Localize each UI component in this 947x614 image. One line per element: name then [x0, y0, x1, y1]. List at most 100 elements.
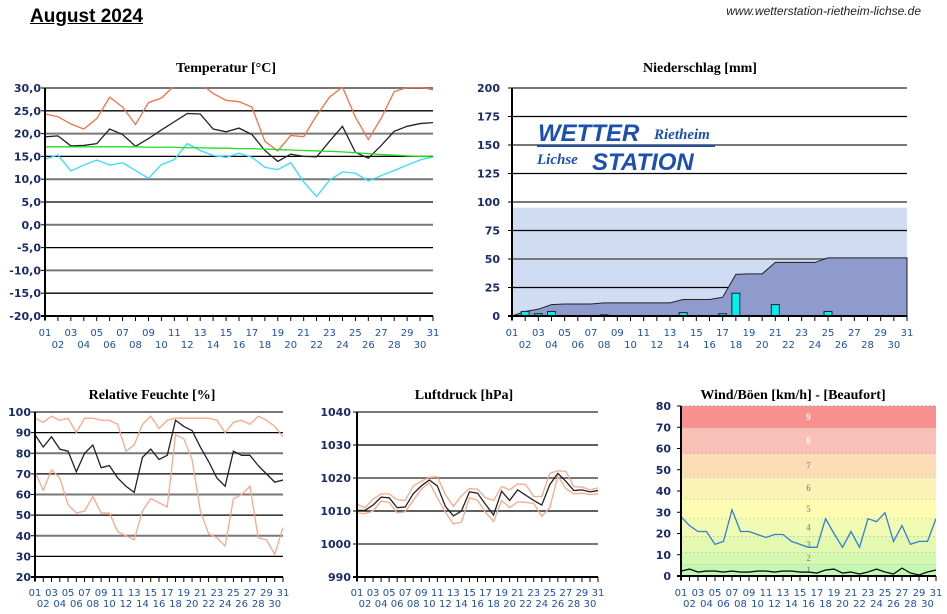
- x-tick-label: 24: [808, 340, 821, 351]
- beaufort-band-8: [681, 427, 936, 454]
- pressure-series-2: [357, 474, 598, 525]
- x-tick-label: 13: [447, 588, 460, 599]
- x-tick-label: 22: [782, 340, 795, 351]
- pressure-chart-title: Luftdruck [hPa]: [415, 388, 513, 403]
- x-tick-label: 16: [703, 340, 716, 351]
- x-tick-label: 29: [401, 328, 414, 339]
- y-tick-label: 20,0: [14, 128, 41, 141]
- y-tick-label: 100: [477, 196, 500, 209]
- x-tick-label: 23: [795, 328, 808, 339]
- wind-series-1: [681, 567, 936, 576]
- x-tick-label: 18: [729, 340, 742, 351]
- x-tick-label: 19: [177, 588, 190, 599]
- x-tick-label: 26: [235, 599, 248, 610]
- x-tick-label: 16: [153, 599, 166, 610]
- x-tick-label: 21: [845, 588, 858, 599]
- y-tick-label: 125: [477, 168, 500, 181]
- wind-series-0: [681, 507, 936, 550]
- x-tick-label: 25: [879, 588, 892, 599]
- x-tick-label: 27: [848, 328, 861, 339]
- x-tick-label: 22: [310, 340, 323, 351]
- x-tick-label: 05: [558, 328, 571, 339]
- x-tick-label: 25: [543, 588, 556, 599]
- x-tick-label: 28: [252, 599, 265, 610]
- x-tick-label: 04: [53, 599, 66, 610]
- x-tick-label: 06: [391, 599, 404, 610]
- y-tick-label: 20: [16, 571, 32, 584]
- x-tick-label: 13: [777, 588, 790, 599]
- x-tick-label: 17: [161, 588, 174, 599]
- x-tick-label: 30: [584, 599, 597, 610]
- y-tick-label: 60: [16, 489, 32, 502]
- x-tick-label: 16: [471, 599, 484, 610]
- x-tick-label: 11: [111, 588, 124, 599]
- x-tick-label: 27: [244, 588, 257, 599]
- y-tick-label: 1040: [320, 406, 351, 419]
- x-tick-label: 30: [414, 340, 427, 351]
- x-tick-label: 01: [675, 588, 688, 599]
- x-tick-label: 26: [835, 340, 848, 351]
- x-tick-label: 02: [359, 599, 372, 610]
- y-tick-label: 30,0: [14, 82, 41, 95]
- x-tick-label: 26: [362, 340, 375, 351]
- x-tick-label: 13: [128, 588, 141, 599]
- x-tick-label: 17: [246, 328, 259, 339]
- y-tick-label: 75: [485, 225, 500, 238]
- x-tick-label: 25: [349, 328, 362, 339]
- x-tick-label: 03: [532, 328, 545, 339]
- x-tick-label: 14: [136, 599, 149, 610]
- x-tick-label: 03: [64, 328, 77, 339]
- y-tick-label: 0,0: [22, 219, 42, 232]
- x-tick-label: 06: [717, 599, 730, 610]
- x-tick-label: 28: [388, 340, 401, 351]
- beaufort-label: 4: [806, 523, 811, 533]
- x-tick-label: 28: [568, 599, 581, 610]
- x-tick-label: 08: [734, 599, 747, 610]
- x-tick-label: 31: [277, 588, 290, 599]
- precipitation-chart: 200 175 150 125 100 75 50 25 0 010203040506070809…: [477, 82, 913, 351]
- x-tick-label: 12: [650, 340, 663, 351]
- x-tick-label: 08: [598, 340, 611, 351]
- x-tick-label: 10: [103, 599, 116, 610]
- temperature-series-2: [45, 142, 433, 198]
- x-tick-label: 22: [202, 599, 215, 610]
- x-tick-label: 05: [90, 328, 103, 339]
- x-tick-label: 19: [743, 328, 756, 339]
- x-tick-label: 12: [181, 340, 194, 351]
- y-tick-label: 15,0: [14, 150, 41, 163]
- y-tick-label: 50: [485, 253, 501, 266]
- x-tick-label: 29: [913, 588, 926, 599]
- x-tick-label: 21: [297, 328, 310, 339]
- x-tick-label: 08: [86, 599, 99, 610]
- y-tick-label: 50: [16, 509, 32, 522]
- x-tick-label: 12: [768, 599, 781, 610]
- y-tick-label: 0: [663, 570, 671, 583]
- beaufort-label: 1: [806, 565, 811, 575]
- x-tick-label: 30: [268, 599, 281, 610]
- x-tick-label: 14: [207, 340, 220, 351]
- x-tick-label: 14: [455, 599, 468, 610]
- x-tick-label: 15: [690, 328, 703, 339]
- precipitation-bar-21: [770, 304, 780, 317]
- x-tick-label: 24: [870, 599, 883, 610]
- x-tick-label: 24: [336, 340, 349, 351]
- x-tick-label: 08: [129, 340, 142, 351]
- x-tick-label: 01: [506, 328, 519, 339]
- beaufort-band-9: [681, 406, 936, 428]
- site-url[interactable]: www.wetterstation-rietheim-lichse.de: [726, 4, 921, 18]
- x-tick-label: 13: [664, 328, 677, 339]
- y-tick-label: 1030: [320, 439, 351, 452]
- x-tick-label: 02: [519, 340, 532, 351]
- y-tick-label: 990: [328, 571, 351, 584]
- x-tick-label: 05: [709, 588, 722, 599]
- x-tick-label: 14: [785, 599, 798, 610]
- x-tick-label: 16: [802, 599, 815, 610]
- y-tick-label: 30: [656, 506, 672, 519]
- y-tick-label: 1020: [320, 472, 351, 485]
- x-tick-label: 25: [822, 328, 835, 339]
- logo-wetter: WETTER: [538, 120, 640, 147]
- y-tick-label: 10,0: [14, 173, 41, 186]
- x-tick-label: 01: [29, 588, 42, 599]
- x-tick-label: 10: [155, 340, 168, 351]
